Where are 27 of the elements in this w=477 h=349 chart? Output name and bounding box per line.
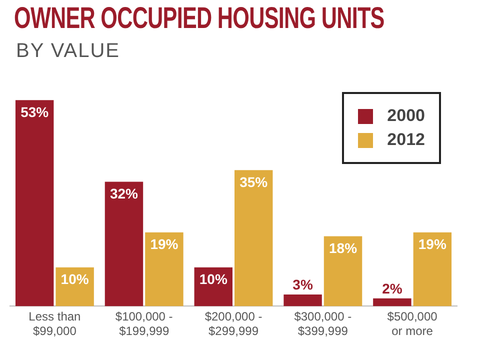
- bar: [413, 232, 452, 306]
- data-label: 2%: [382, 280, 403, 296]
- data-label: 32%: [110, 186, 139, 202]
- x-tick-label: $300,000 - $399,999: [294, 310, 352, 338]
- x-tick-label: $500,000 or more: [387, 310, 438, 338]
- chart-subtitle: BY VALUE: [16, 40, 120, 63]
- legend-label: 2000: [387, 106, 425, 126]
- data-label: 19%: [418, 236, 447, 252]
- data-label: 10%: [199, 271, 228, 288]
- data-label: 53%: [20, 104, 50, 120]
- x-tick-label: Less than $99,000: [28, 310, 81, 338]
- bar: [104, 182, 144, 306]
- x-tick-label: $100,000 - $199,999: [115, 310, 173, 338]
- chart-title: OWNER OCCUPIED HOUSING UNITS: [14, 2, 384, 36]
- bar: [234, 170, 273, 306]
- bar: [324, 236, 362, 306]
- data-label: 18%: [329, 240, 358, 256]
- bar: [15, 100, 54, 306]
- data-label: 19%: [150, 236, 179, 252]
- data-label: 10%: [60, 271, 90, 288]
- bar: [373, 298, 412, 306]
- data-label: 35%: [240, 174, 268, 190]
- bar: [284, 294, 322, 306]
- x-tick-label: $200,000 - $299,999: [204, 310, 262, 338]
- legend-label: 2012: [387, 130, 425, 150]
- bar: [145, 232, 184, 306]
- data-label: 3%: [292, 276, 314, 292]
